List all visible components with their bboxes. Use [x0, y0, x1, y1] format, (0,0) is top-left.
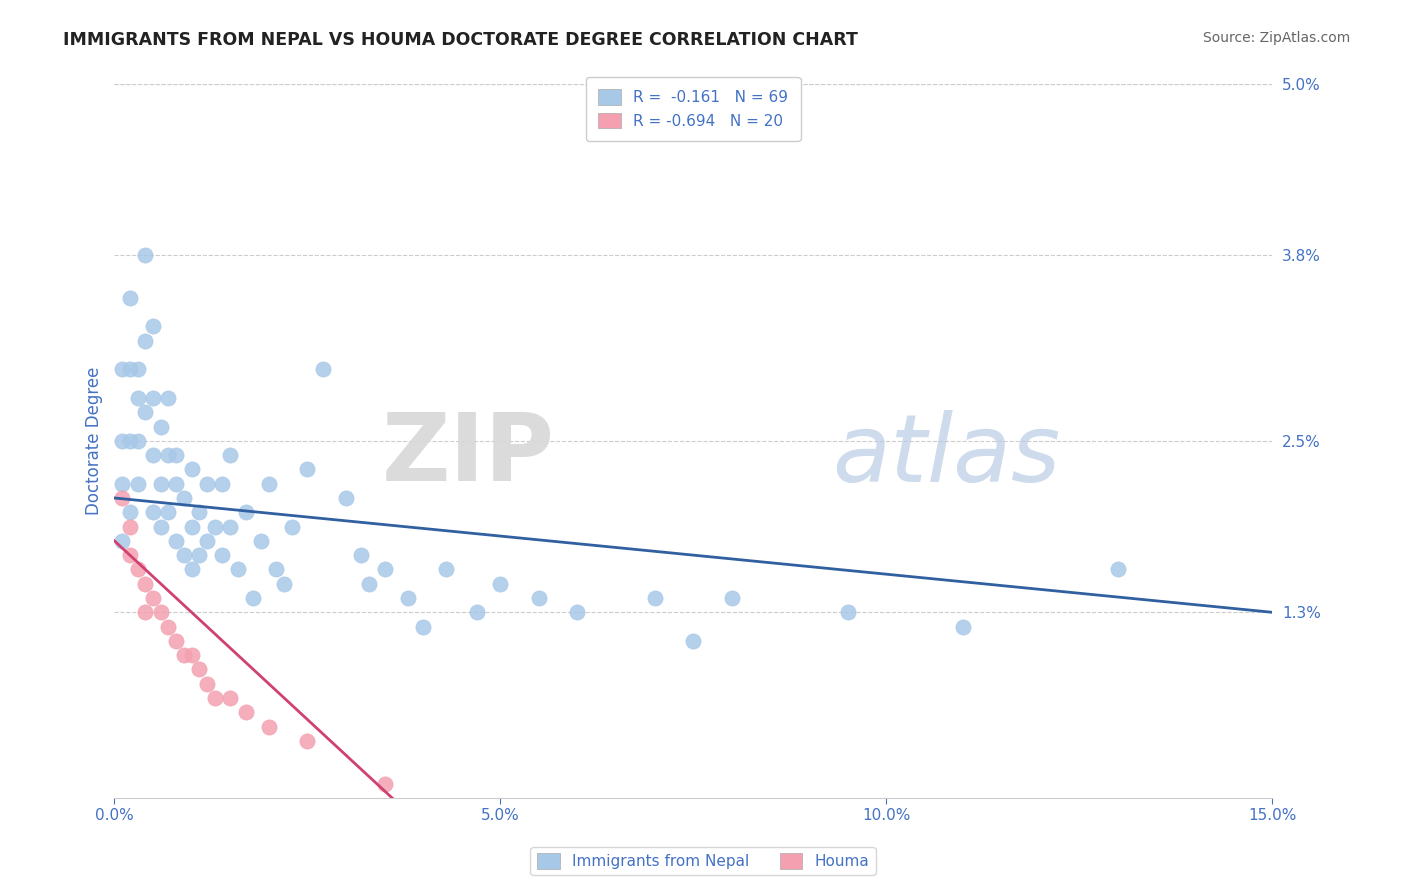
Point — [281, 519, 304, 533]
Point — [644, 591, 666, 605]
Point — [142, 391, 165, 405]
Legend: Immigrants from Nepal, Houma: Immigrants from Nepal, Houma — [530, 847, 876, 875]
Point — [134, 248, 156, 262]
Point — [111, 434, 134, 448]
Point — [952, 619, 974, 633]
Point — [396, 591, 419, 605]
Point — [134, 334, 156, 348]
Point — [721, 591, 744, 605]
Point — [111, 476, 134, 491]
Point — [165, 476, 187, 491]
Legend: R =  -0.161   N = 69, R = -0.694   N = 20: R = -0.161 N = 69, R = -0.694 N = 20 — [586, 77, 800, 141]
Point — [682, 633, 704, 648]
Point — [127, 362, 149, 376]
Point — [257, 720, 280, 734]
Point — [118, 519, 141, 533]
Point — [180, 562, 202, 576]
Point — [173, 648, 195, 662]
Point — [266, 562, 288, 576]
Point — [412, 619, 434, 633]
Point — [157, 448, 180, 462]
Point — [134, 405, 156, 419]
Point — [142, 505, 165, 519]
Y-axis label: Doctorate Degree: Doctorate Degree — [86, 367, 103, 515]
Point — [527, 591, 550, 605]
Point — [219, 691, 242, 706]
Point — [188, 505, 211, 519]
Point — [118, 434, 141, 448]
Point — [134, 605, 156, 619]
Point — [165, 633, 187, 648]
Point — [157, 391, 180, 405]
Point — [111, 362, 134, 376]
Point — [211, 476, 233, 491]
Point — [127, 434, 149, 448]
Point — [149, 419, 172, 434]
Point — [1107, 562, 1129, 576]
Point — [297, 734, 319, 748]
Point — [373, 777, 395, 791]
Point — [118, 291, 141, 305]
Point — [188, 663, 211, 677]
Text: ZIP: ZIP — [381, 409, 554, 501]
Point — [118, 362, 141, 376]
Point — [165, 448, 187, 462]
Point — [165, 533, 187, 548]
Point — [149, 605, 172, 619]
Point — [273, 576, 295, 591]
Point — [180, 519, 202, 533]
Point — [173, 548, 195, 562]
Point — [226, 562, 249, 576]
Text: atlas: atlas — [832, 409, 1060, 500]
Text: IMMIGRANTS FROM NEPAL VS HOUMA DOCTORATE DEGREE CORRELATION CHART: IMMIGRANTS FROM NEPAL VS HOUMA DOCTORATE… — [63, 31, 858, 49]
Point — [297, 462, 319, 476]
Point — [149, 519, 172, 533]
Point — [434, 562, 457, 576]
Point — [195, 476, 218, 491]
Point — [211, 548, 233, 562]
Point — [489, 576, 512, 591]
Point — [188, 548, 211, 562]
Point — [242, 591, 264, 605]
Point — [312, 362, 335, 376]
Point — [219, 519, 242, 533]
Text: Source: ZipAtlas.com: Source: ZipAtlas.com — [1202, 31, 1350, 45]
Point — [118, 548, 141, 562]
Point — [250, 533, 273, 548]
Point — [235, 706, 257, 720]
Point — [180, 462, 202, 476]
Point — [359, 576, 381, 591]
Point — [465, 605, 488, 619]
Point — [142, 319, 165, 334]
Point — [195, 533, 218, 548]
Point — [204, 519, 226, 533]
Point — [111, 491, 134, 505]
Point — [837, 605, 859, 619]
Point — [567, 605, 589, 619]
Point — [127, 476, 149, 491]
Point — [335, 491, 357, 505]
Point — [204, 691, 226, 706]
Point — [350, 548, 373, 562]
Point — [219, 448, 242, 462]
Point — [118, 505, 141, 519]
Point — [142, 448, 165, 462]
Point — [111, 533, 134, 548]
Point — [235, 505, 257, 519]
Point — [373, 562, 395, 576]
Point — [173, 491, 195, 505]
Point — [157, 505, 180, 519]
Point — [257, 476, 280, 491]
Point — [195, 677, 218, 691]
Point — [149, 476, 172, 491]
Point — [134, 576, 156, 591]
Point — [127, 562, 149, 576]
Point — [180, 648, 202, 662]
Point — [157, 619, 180, 633]
Point — [127, 391, 149, 405]
Point — [142, 591, 165, 605]
